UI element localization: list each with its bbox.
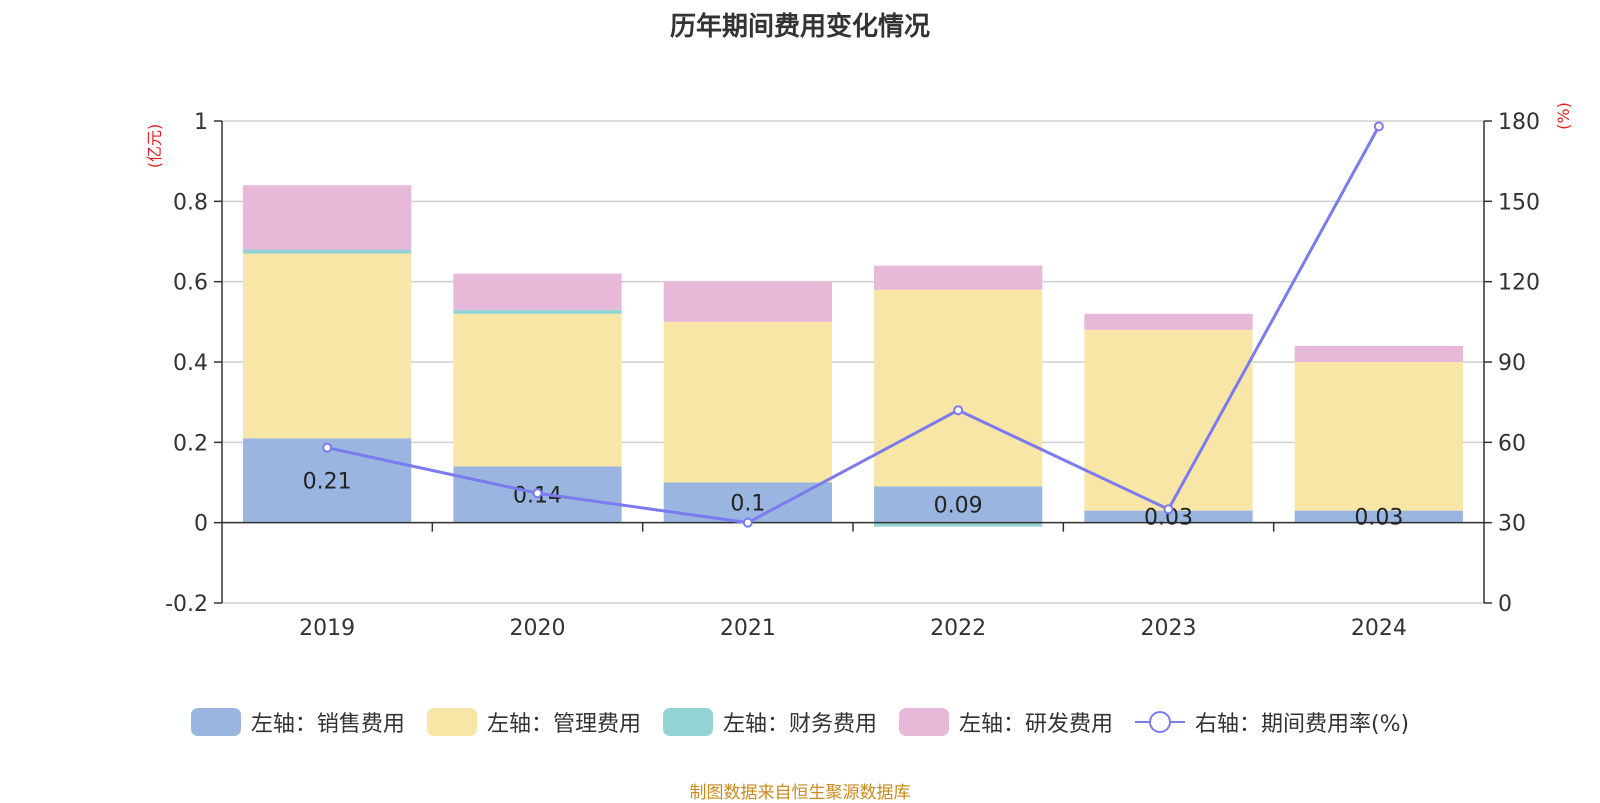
chart-plot: -0.2 0 0.2 0.4 0.6 0.8 1 0 30 60 90 120 150 180 2019 20… <box>145 102 1573 641</box>
legend-swatch <box>662 708 713 736</box>
legend-label: 左轴：财务费用 <box>722 712 877 737</box>
y-left-tick-label: 0.6 <box>173 271 208 296</box>
legend-swatch <box>898 708 949 736</box>
rate-point <box>742 517 753 528</box>
x-tick-label: 2020 <box>510 616 566 641</box>
source-note: 制图数据来自恒生聚源数据库 <box>689 783 911 803</box>
legend-item[interactable]: 右轴：期间费用率(%) <box>1134 706 1410 738</box>
bar-segment <box>874 522 1043 527</box>
axes: -0.2 0 0.2 0.4 0.6 0.8 1 0 30 60 90 120 150 180 2019 20… <box>165 110 1540 641</box>
x-tick-label: 2019 <box>299 616 355 641</box>
y-right-tick-label: 180 <box>1498 110 1540 135</box>
y-left-tick-label: 0.8 <box>173 190 208 215</box>
legend-label: 左轴：管理费用 <box>486 712 641 737</box>
legend-item[interactable]: 左轴：销售费用 <box>190 706 405 738</box>
legend-label: 右轴：期间费用率(%) <box>1194 712 1410 737</box>
y-right-tick-label: 0 <box>1498 592 1512 617</box>
legend-label: 左轴：研发费用 <box>958 712 1113 737</box>
y-right-tick-label: 150 <box>1498 190 1540 215</box>
bar-segment <box>663 321 832 483</box>
y-axis-right-label: (%) <box>1554 102 1573 130</box>
bar-segment <box>453 273 622 310</box>
y-left-tick-label: 0.4 <box>173 351 208 376</box>
y-left-tick-label: 1 <box>194 110 208 135</box>
y-left-tick-label: 0 <box>194 512 208 537</box>
legend-line-marker <box>1148 711 1171 733</box>
y-right-tick-label: 60 <box>1498 431 1526 456</box>
x-tick-label: 2022 <box>930 616 986 641</box>
legend-item[interactable]: 左轴：管理费用 <box>426 706 641 738</box>
rate-point <box>532 488 543 499</box>
legend-swatch <box>426 708 477 736</box>
legend-label: 左轴：销售费用 <box>250 712 405 737</box>
bar-data-label: 0.21 <box>303 469 352 494</box>
bar-segment <box>663 281 832 322</box>
bar-segment <box>1084 313 1253 330</box>
legend-line-swatch <box>1134 711 1185 733</box>
x-tick-label: 2021 <box>720 616 776 641</box>
legend-item[interactable]: 左轴：研发费用 <box>898 706 1113 738</box>
chart-title: 历年期间费用变化情况 <box>669 12 930 42</box>
rate-point <box>953 405 964 416</box>
bar-segment <box>1294 510 1463 523</box>
rate-line <box>326 125 1381 525</box>
y-axis-left-label: (亿元) <box>145 124 164 169</box>
bar-data-label: 0.09 <box>934 494 983 519</box>
bar-segment <box>243 249 412 254</box>
y-right-tick-label: 90 <box>1498 351 1526 376</box>
y-right-tick-label: 120 <box>1498 271 1540 296</box>
rate-point <box>1373 121 1384 132</box>
bar-segment <box>1084 329 1253 511</box>
bar-group <box>243 185 1463 527</box>
bar-segment <box>453 309 622 314</box>
bar-segment <box>243 185 412 250</box>
bar-data-label: 0.1 <box>730 492 765 517</box>
bar-data-label: 0.03 <box>1354 506 1403 531</box>
x-tick-label: 2024 <box>1351 616 1407 641</box>
y-left-tick-label: -0.2 <box>165 592 208 617</box>
y-right-tick-label: 30 <box>1498 512 1526 537</box>
bar-segment <box>874 265 1043 290</box>
bar-segment <box>874 486 1043 523</box>
y-left-tick-label: 0.2 <box>173 431 208 456</box>
rate-point <box>1163 504 1174 515</box>
bar-segment <box>1294 362 1463 511</box>
legend: 左轴：销售费用 左轴：管理费用 左轴：财务费用 左轴：研发费用 右轴：期间费用率(%) <box>0 706 1600 738</box>
bar-segment <box>1084 510 1253 523</box>
bar-segment <box>453 313 622 467</box>
rate-line-group <box>322 121 1384 528</box>
bar-segment <box>243 253 412 439</box>
legend-item[interactable]: 左轴：财务费用 <box>662 706 877 738</box>
bar-segment <box>1294 345 1463 362</box>
x-tick-label: 2023 <box>1141 616 1197 641</box>
rate-point <box>322 442 333 453</box>
legend-swatch <box>190 708 241 736</box>
bar-segment <box>874 289 1043 487</box>
